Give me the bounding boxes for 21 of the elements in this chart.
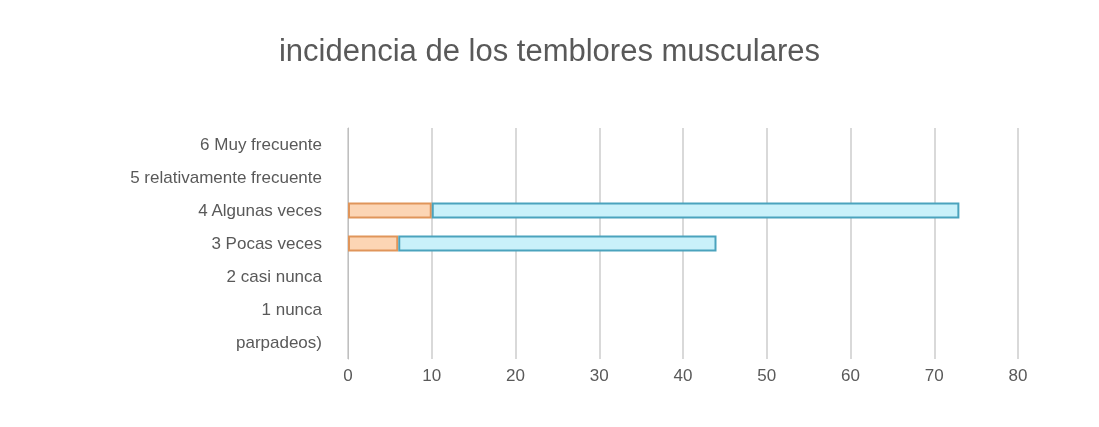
y-tick-label: 2 casi nunca (226, 267, 323, 286)
y-tick-label: 1 nunca (261, 300, 323, 319)
x-tick-label: 20 (506, 366, 525, 385)
x-tick-label: 80 (1008, 366, 1028, 385)
x-tick-label: 70 (924, 366, 944, 385)
x-tick-label: 60 (841, 366, 860, 385)
x-tick-label: 40 (673, 366, 693, 385)
x-tick-label: 30 (589, 366, 609, 385)
y-tick-label: 4 Algunas veces (198, 201, 322, 220)
x-tick-label: 10 (422, 366, 442, 385)
x-tick-label: 50 (757, 366, 777, 385)
bar (348, 202, 432, 219)
bar (398, 235, 717, 252)
bar (348, 235, 399, 252)
x-tick-label: 0 (343, 366, 353, 385)
bar (431, 202, 960, 219)
y-tick-label: 3 Pocas veces (211, 234, 322, 253)
y-tick-label: 5 relativamente frecuente (130, 168, 322, 187)
y-tick-label: 6 Muy frecuente (200, 135, 322, 154)
chart-title: incidencia de los temblores musculares (278, 33, 821, 68)
y-tick-label: parpadeos) (235, 333, 322, 352)
